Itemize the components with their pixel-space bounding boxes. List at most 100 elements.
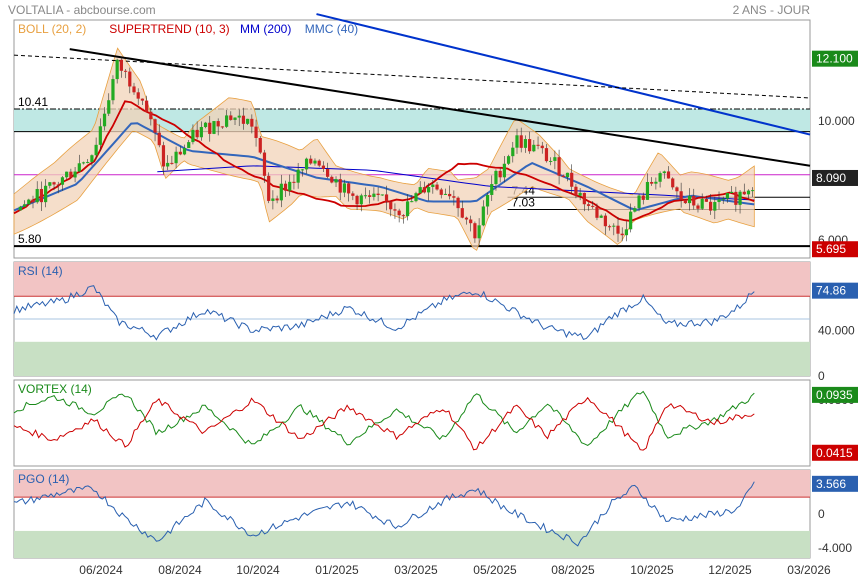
- candle-body: [410, 201, 414, 203]
- candle-body: [203, 122, 208, 128]
- bollinger-band: [13, 47, 755, 251]
- candle-body: [347, 183, 351, 194]
- candle-body: [464, 217, 469, 220]
- candle-body: [262, 152, 267, 176]
- x-tick-label-3: 01/2025: [315, 563, 359, 577]
- x-tick-label-0: 06/2024: [79, 563, 123, 577]
- candle-body: [549, 160, 553, 162]
- candle-body: [161, 145, 166, 167]
- candle-body: [195, 129, 199, 138]
- candle-body: [738, 191, 742, 205]
- candle-body: [595, 206, 599, 218]
- candle-body: [679, 191, 683, 200]
- level-label-5: 5.80: [18, 232, 42, 246]
- candle-body: [359, 195, 363, 205]
- x-tick-label-4: 03/2025: [394, 563, 438, 577]
- candle-body: [338, 179, 342, 193]
- candle-body: [704, 198, 708, 202]
- plot-frame: [13, 19, 811, 259]
- candle-body: [65, 171, 69, 178]
- candle-body: [123, 70, 128, 72]
- candle-body: [44, 185, 48, 203]
- candle-body: [460, 208, 464, 218]
- candle-body: [119, 59, 123, 71]
- x-tick-label-1: 08/2024: [158, 563, 202, 577]
- candle-body: [300, 169, 304, 171]
- value-tag-1-label: 8.090: [816, 171, 846, 185]
- candle-body: [313, 160, 317, 164]
- candle-body: [216, 121, 220, 127]
- candle-body: [624, 229, 629, 236]
- candle-body: [528, 139, 532, 152]
- y-tick-label-0: 40.000: [818, 323, 855, 337]
- level-label-0: 10.41: [18, 95, 48, 109]
- legend-item-0: BOLL (20, 2): [18, 22, 86, 36]
- legend-item-1: SUPERTREND (10, 3): [109, 22, 229, 36]
- candle-body: [140, 98, 145, 101]
- legend-item-0: VORTEX (14): [18, 382, 92, 396]
- panel-pgo: PGO (14) 0 -4.000 3.566: [13, 469, 858, 559]
- candle-body: [56, 184, 60, 186]
- candle-body: [397, 210, 401, 216]
- candle-body: [237, 115, 241, 118]
- candle-body: [241, 115, 246, 124]
- candle-body: [224, 115, 229, 127]
- oversold-zone: [14, 530, 810, 558]
- candle-body: [629, 211, 633, 230]
- pgo-line: [13, 481, 755, 547]
- legend-item-2: MM (200): [240, 22, 291, 36]
- candle-body: [170, 162, 174, 164]
- candle-body: [60, 177, 65, 185]
- candle-body: [671, 178, 675, 188]
- candle-body: [246, 118, 250, 124]
- candle-body: [553, 157, 557, 161]
- candle-body: [637, 195, 641, 209]
- candle-body: [330, 176, 334, 183]
- value-tag-2-bg: [812, 241, 858, 258]
- x-tick-label-9: 03/2026: [787, 563, 831, 577]
- candle-body: [220, 126, 224, 128]
- candle-body: [469, 219, 473, 224]
- candle-body: [27, 199, 31, 205]
- candle-body: [111, 79, 115, 101]
- value-tag-1-label: 0.0415: [816, 446, 853, 460]
- candle-body: [683, 199, 687, 204]
- chart-title: VOLTALIA - abcbourse.com: [8, 3, 156, 17]
- candle-body: [73, 171, 77, 178]
- candle-body: [414, 193, 418, 202]
- candle-body: [86, 161, 90, 163]
- candle-body: [145, 100, 149, 112]
- candle-body: [599, 215, 603, 218]
- candle-body: [607, 226, 612, 228]
- candle-body: [427, 186, 431, 193]
- candle-body: [481, 206, 485, 226]
- candle-body: [317, 160, 321, 166]
- candle-body: [153, 119, 157, 133]
- candle-body: [435, 184, 439, 190]
- candle-body: [376, 193, 380, 195]
- candle-body: [494, 170, 498, 185]
- candle-body: [132, 86, 136, 93]
- candle-body: [586, 204, 591, 206]
- candle-body: [52, 182, 56, 185]
- candle-body: [544, 148, 549, 162]
- candle-body: [166, 162, 170, 167]
- candle-body: [730, 191, 734, 193]
- candle-body: [288, 181, 292, 191]
- candle-body: [271, 198, 275, 201]
- candle-body: [612, 225, 616, 227]
- value-tag-0-label: 0.0935: [816, 388, 853, 402]
- candle-body: [254, 126, 258, 138]
- candle-body: [363, 195, 368, 197]
- legend-item-3: MMC (40): [305, 22, 358, 36]
- candle-body: [22, 204, 27, 207]
- candle-body: [502, 163, 506, 178]
- candle-body: [633, 208, 637, 212]
- value-tag-0-label: 12.100: [816, 52, 853, 66]
- candle-body: [687, 195, 692, 204]
- plot-frame: [13, 379, 811, 467]
- candle-body: [102, 113, 107, 127]
- oversold-zone: [14, 341, 810, 376]
- value-tag-0-bg: [812, 386, 858, 403]
